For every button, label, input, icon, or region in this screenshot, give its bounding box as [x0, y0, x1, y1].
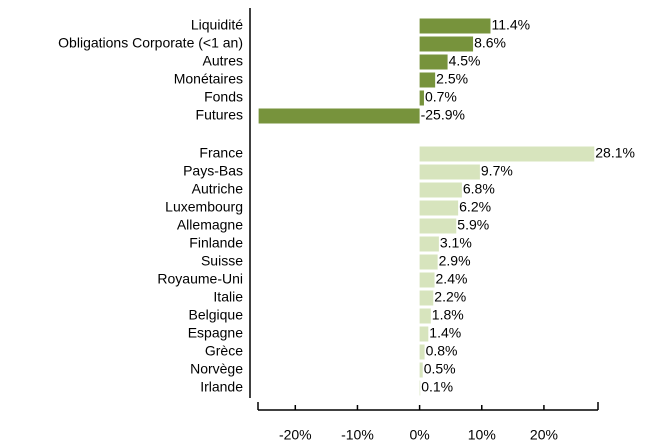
category-label: Liquidité — [191, 17, 243, 33]
category-label: Obligations Corporate (<1 an) — [58, 35, 243, 51]
bar — [419, 146, 595, 162]
x-tick-label: 10% — [468, 427, 496, 443]
category-label: Monétaires — [174, 71, 243, 87]
value-label: 2.9% — [439, 253, 471, 269]
value-label: 28.1% — [595, 145, 635, 161]
category-label: Royaume-Uni — [157, 271, 243, 287]
bar — [419, 344, 425, 360]
bar — [419, 326, 429, 342]
value-label: 0.5% — [424, 361, 456, 377]
category-label: Allemagne — [177, 217, 243, 233]
bar — [419, 36, 474, 52]
value-label: 0.1% — [421, 379, 453, 395]
bar — [419, 272, 435, 288]
value-label: 1.8% — [432, 307, 464, 323]
category-label: Espagne — [188, 325, 243, 341]
category-label: Luxembourg — [165, 199, 243, 215]
category-label: Pays-Bas — [183, 163, 243, 179]
category-label: Norvège — [190, 361, 243, 377]
bar — [419, 164, 480, 180]
bar — [258, 108, 420, 124]
bar — [419, 380, 421, 396]
value-label: 6.2% — [459, 199, 491, 215]
x-tick-label: 0% — [409, 427, 429, 443]
value-label: 0.7% — [425, 89, 457, 105]
value-label: 5.9% — [457, 217, 489, 233]
value-label: 2.4% — [436, 271, 468, 287]
category-label: Autres — [203, 53, 243, 69]
bar — [419, 72, 436, 88]
category-label: Futures — [196, 107, 243, 123]
bar — [419, 54, 448, 70]
x-tick-label: -10% — [341, 427, 374, 443]
category-label: Finlande — [189, 235, 243, 251]
bar — [419, 90, 424, 106]
bar — [419, 218, 457, 234]
bar — [419, 290, 434, 306]
value-label: 0.8% — [426, 343, 458, 359]
value-label: -25.9% — [421, 107, 465, 123]
bar — [419, 18, 491, 34]
category-label: Autriche — [192, 181, 244, 197]
x-tick-label: 20% — [530, 427, 558, 443]
bar — [419, 308, 431, 324]
bar — [419, 362, 423, 378]
value-label: 1.4% — [429, 325, 461, 341]
bar — [419, 236, 439, 252]
value-label: 4.5% — [449, 53, 481, 69]
value-label: 2.5% — [436, 71, 468, 87]
category-label: Belgique — [189, 307, 244, 323]
bar — [419, 200, 459, 216]
category-label: France — [199, 145, 243, 161]
value-label: 6.8% — [463, 181, 495, 197]
category-label: Grèce — [205, 343, 243, 359]
value-label: 8.6% — [474, 35, 506, 51]
category-label: Fonds — [204, 89, 243, 105]
bar — [419, 254, 438, 270]
value-label: 11.4% — [491, 17, 530, 33]
category-label: Irlande — [200, 379, 243, 395]
value-label: 3.1% — [440, 235, 472, 251]
value-label: 2.2% — [434, 289, 466, 305]
category-label: Suisse — [201, 253, 243, 269]
category-label: Italie — [213, 289, 243, 305]
value-label: 9.7% — [481, 163, 513, 179]
bar — [419, 182, 462, 198]
x-tick-label: -20% — [279, 427, 312, 443]
